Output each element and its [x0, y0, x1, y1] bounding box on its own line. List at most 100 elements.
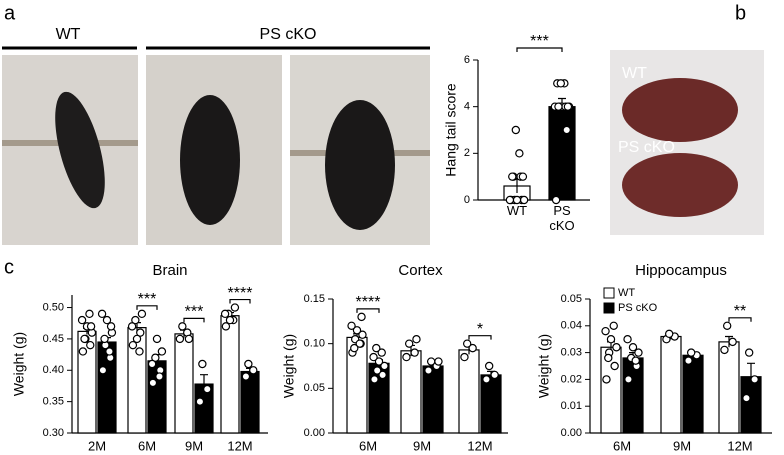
data-point	[147, 359, 157, 369]
data-point	[482, 375, 491, 384]
legend-swatch	[603, 302, 615, 314]
data-point	[221, 322, 231, 331]
data-point	[244, 359, 253, 369]
x-tick-label-line: WT	[507, 203, 527, 218]
x-tick-label: 6M	[613, 438, 631, 453]
data-point	[424, 366, 433, 375]
data-point	[606, 335, 616, 344]
data-point	[131, 315, 140, 325]
data-point	[686, 348, 696, 357]
y-tick-label: 0.04	[561, 320, 582, 332]
brain-label: WT	[622, 65, 647, 82]
data-point	[148, 378, 158, 388]
x-tick-label: 6M	[359, 438, 377, 453]
x-tick-label: WT	[507, 203, 527, 218]
data-point	[225, 315, 235, 325]
y-tick-label: 0.40	[43, 364, 64, 376]
bar	[660, 335, 682, 434]
y-tick-label: 2	[464, 147, 470, 159]
data-point	[610, 361, 619, 371]
data-point	[155, 372, 164, 381]
data-point	[85, 309, 94, 319]
x-tick-label: PS cKO	[549, 203, 574, 233]
bar	[622, 357, 644, 434]
data-point	[602, 375, 611, 384]
y-tick-label: 0.35	[43, 396, 64, 408]
y-tick-label: 0.05	[561, 293, 582, 305]
x-tick-label-line: cKO	[549, 218, 574, 233]
data-point	[137, 309, 147, 319]
y-tick-label: 6	[464, 54, 470, 66]
data-point	[370, 375, 379, 384]
data-point	[460, 352, 469, 362]
data-point	[357, 312, 366, 322]
data-point	[86, 340, 95, 350]
data-point	[601, 326, 610, 336]
data-point	[352, 326, 362, 335]
x-tick-label: 9M	[413, 438, 431, 453]
y-tick-label: 0	[464, 194, 470, 206]
data-point	[100, 334, 109, 344]
data-point	[175, 334, 185, 344]
data-point	[127, 322, 137, 331]
data-point	[77, 315, 87, 325]
y-tick-label: 0.15	[304, 293, 325, 305]
data-point	[402, 352, 411, 362]
bar	[400, 350, 422, 434]
bar	[548, 106, 576, 201]
data-point	[562, 125, 571, 135]
significance-label: ***	[530, 33, 549, 50]
data-point	[664, 329, 674, 339]
x-tick-label: 9M	[673, 438, 691, 453]
significance-bracket	[183, 317, 205, 323]
bar	[458, 349, 480, 434]
significance-bracket	[516, 47, 563, 52]
x-tick-label: 12M	[227, 438, 252, 453]
y-axis-label: Weight (g)	[536, 334, 552, 398]
data-point	[230, 303, 240, 312]
mouse	[180, 95, 240, 225]
bar	[682, 354, 704, 434]
data-point	[624, 375, 633, 384]
panel-label: c	[4, 256, 14, 278]
data-point	[563, 102, 573, 111]
y-axis-label: Weight (g)	[11, 332, 27, 396]
data-point	[378, 370, 387, 380]
bar	[220, 315, 240, 434]
mouse	[55, 91, 105, 209]
significance-label: *	[477, 321, 483, 338]
data-point	[98, 366, 108, 375]
y-tick-label: 0.01	[561, 400, 582, 412]
error-bar	[747, 362, 755, 391]
y-tick-label: 0.00	[304, 427, 325, 439]
data-point	[355, 339, 364, 348]
data-point	[350, 343, 359, 353]
y-tick-label: 0.05	[304, 382, 325, 394]
y-tick-label: 0.02	[561, 373, 582, 385]
data-point	[462, 339, 472, 348]
panel-label: b	[735, 2, 746, 24]
data-point	[508, 172, 517, 181]
brain	[622, 78, 738, 142]
significance-label: ****	[228, 285, 253, 302]
data-point	[720, 345, 729, 355]
data-point	[434, 357, 443, 366]
y-tick-label: 0.00	[561, 427, 582, 439]
data-point	[203, 384, 212, 394]
data-point	[347, 321, 356, 330]
data-point	[750, 375, 759, 384]
data-point	[184, 334, 194, 344]
data-point	[102, 315, 112, 325]
panel-label: a	[4, 2, 16, 24]
chart-title: Brain	[152, 262, 187, 279]
significance-label: ****	[356, 294, 381, 311]
x-tick-label: 2M	[88, 438, 106, 453]
data-point	[551, 195, 561, 205]
data-point	[744, 348, 754, 357]
data-point	[484, 361, 494, 371]
data-point	[249, 366, 258, 375]
bar	[240, 370, 260, 434]
data-point	[556, 79, 566, 88]
photo-header: WT	[56, 26, 81, 43]
data-point	[380, 361, 389, 371]
